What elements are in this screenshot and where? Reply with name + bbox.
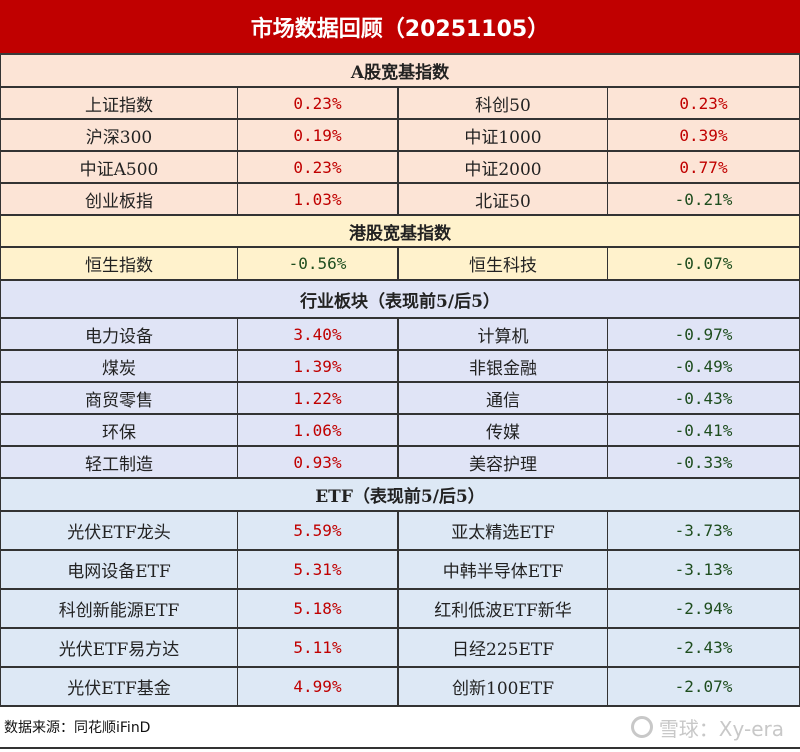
index-name: 电力设备: [1, 319, 238, 349]
change-value: -0.49%: [674, 356, 733, 376]
change-value: 4.99%: [238, 668, 399, 705]
index-name: 轻工制造: [1, 447, 238, 477]
change-value: -0.56%: [238, 248, 399, 279]
change-value: -0.33%: [674, 452, 733, 472]
index-name: 日经225ETF: [399, 629, 608, 666]
change-value: 5.18%: [238, 590, 399, 627]
change-value: -0.07%: [674, 254, 733, 273]
change-value: 0.23%: [238, 88, 399, 118]
change-value: 1.22%: [238, 383, 399, 413]
page-title: 市场数据回顾（20251105）: [0, 0, 800, 55]
change-value: -2.43%: [674, 638, 733, 657]
change-value: -0.97%: [674, 324, 733, 344]
index-name: 恒生指数: [1, 248, 238, 279]
index-name: 中证A500: [1, 152, 238, 182]
change-value: -0.21%: [674, 189, 733, 209]
change-value: 0.93%: [238, 447, 399, 477]
index-name: 通信: [399, 383, 608, 413]
index-name: 煤炭: [1, 351, 238, 381]
footer: 数据来源：同花顺iFinD 雪球：Xy-era: [0, 707, 800, 749]
change-value: -0.41%: [674, 420, 733, 440]
index-name: 科创50: [399, 88, 608, 118]
section-header-industry: 行业板块（表现前5/后5）: [0, 281, 800, 319]
change-value: -2.07%: [674, 677, 733, 696]
xueqiu-logo-icon: [630, 716, 653, 738]
change-value: 0.19%: [238, 120, 399, 150]
table-row: 创业板指 1.03% 北证50 -0.21%: [0, 184, 800, 216]
table-row: 轻工制造 0.93% 美容护理 -0.33%: [0, 447, 800, 479]
change-value: 0.23%: [679, 93, 728, 113]
index-name: 北证50: [399, 184, 608, 214]
table-row: 光伏ETF龙头 5.59% 亚太精选ETF -3.73%: [0, 512, 800, 551]
index-name: 中韩半导体ETF: [399, 551, 608, 588]
index-name: 科创新能源ETF: [1, 590, 238, 627]
index-name: 恒生科技: [399, 248, 608, 279]
index-name: 传媒: [399, 415, 608, 445]
section-header-a-share: A股宽基指数: [0, 55, 800, 88]
table-row: 电力设备 3.40% 计算机 -0.97%: [0, 319, 800, 351]
index-name: 光伏ETF易方达: [1, 629, 238, 666]
index-name: 亚太精选ETF: [399, 512, 608, 549]
watermark: 雪球：Xy-era: [630, 713, 796, 742]
section-header-hk: 港股宽基指数: [0, 216, 800, 248]
change-value: 3.40%: [238, 319, 399, 349]
index-name: 非银金融: [399, 351, 608, 381]
index-name: 光伏ETF龙头: [1, 512, 238, 549]
table-row: 科创新能源ETF 5.18% 红利低波ETF新华 -2.94%: [0, 590, 800, 629]
change-value: -0.43%: [674, 388, 733, 408]
change-value: 5.11%: [238, 629, 399, 666]
change-value: 1.39%: [238, 351, 399, 381]
data-source: 数据来源：同花顺iFinD: [4, 720, 151, 736]
table-row: 煤炭 1.39% 非银金融 -0.49%: [0, 351, 800, 383]
change-value: 0.77%: [679, 157, 728, 177]
index-name: 沪深300: [1, 120, 238, 150]
table-row: 沪深300 0.19% 中证1000 0.39%: [0, 120, 800, 152]
index-name: 计算机: [399, 319, 608, 349]
table-row: 上证指数 0.23% 科创50 0.23%: [0, 88, 800, 120]
index-name: 美容护理: [399, 447, 608, 477]
index-name: 创新100ETF: [399, 668, 608, 705]
table-row: 恒生指数 -0.56% 恒生科技 -0.07%: [0, 248, 800, 281]
change-value: -3.73%: [674, 521, 733, 540]
change-value: 0.39%: [679, 125, 728, 145]
change-value: -2.94%: [674, 599, 733, 618]
index-name: 商贸零售: [1, 383, 238, 413]
table-row: 商贸零售 1.22% 通信 -0.43%: [0, 383, 800, 415]
change-value: -3.13%: [674, 560, 733, 579]
table-row: 光伏ETF基金 4.99% 创新100ETF -2.07%: [0, 668, 800, 707]
index-name: 电网设备ETF: [1, 551, 238, 588]
index-name: 上证指数: [1, 88, 238, 118]
change-value: 1.06%: [238, 415, 399, 445]
index-name: 中证1000: [399, 120, 608, 150]
change-value: 0.23%: [238, 152, 399, 182]
change-value: 5.59%: [238, 512, 399, 549]
index-name: 创业板指: [1, 184, 238, 214]
index-name: 光伏ETF基金: [1, 668, 238, 705]
index-name: 中证2000: [399, 152, 608, 182]
watermark-text: 雪球：Xy-era: [658, 716, 784, 741]
section-header-etf: ETF（表现前5/后5）: [0, 479, 800, 512]
table-row: 电网设备ETF 5.31% 中韩半导体ETF -3.13%: [0, 551, 800, 590]
change-value: 1.03%: [238, 184, 399, 214]
index-name: 环保: [1, 415, 238, 445]
index-name: 红利低波ETF新华: [399, 590, 608, 627]
table-row: 光伏ETF易方达 5.11% 日经225ETF -2.43%: [0, 629, 800, 668]
table-row: 环保 1.06% 传媒 -0.41%: [0, 415, 800, 447]
table-row: 中证A500 0.23% 中证2000 0.77%: [0, 152, 800, 184]
change-value: 5.31%: [238, 551, 399, 588]
